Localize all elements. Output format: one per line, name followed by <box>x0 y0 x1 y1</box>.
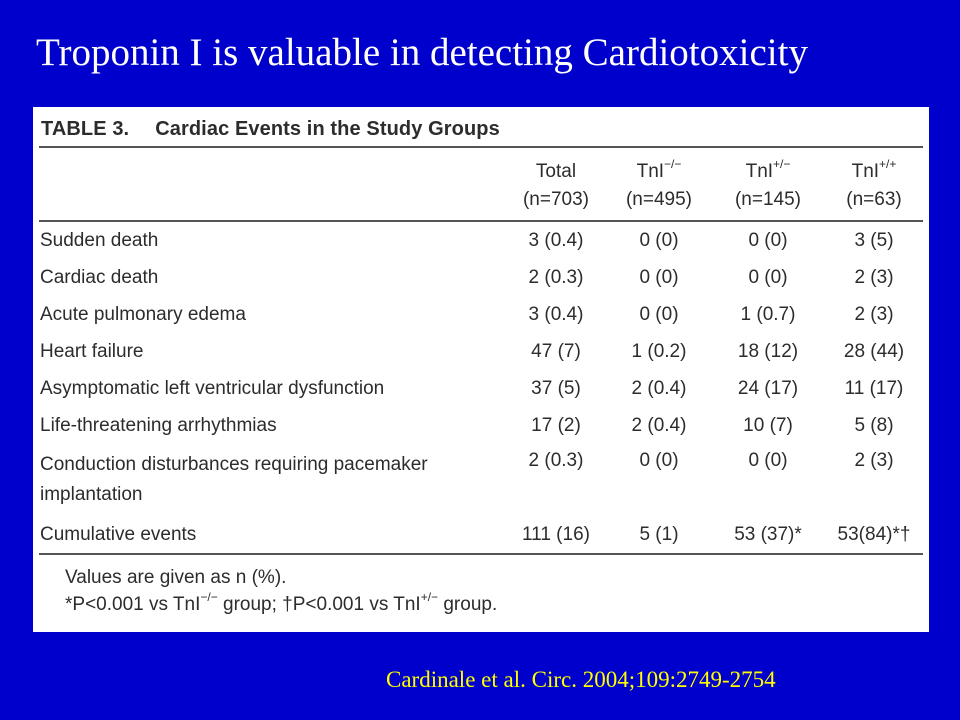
cell-tni-pos-neg: 10 (7) <box>743 414 793 436</box>
header-group-name: TnI <box>745 161 774 182</box>
table-row: Asymptomatic left ventricular dysfunctio… <box>39 370 923 407</box>
cell-tni-neg-neg: 2 (0.4) <box>631 377 687 399</box>
table-row: Cardiac death 2 (0.3) 0 (0) 0 (0) 2 (3) <box>39 259 923 296</box>
header-group-n: (n=703) <box>522 189 590 210</box>
header-group-sup: −/− <box>664 157 682 171</box>
table-header-row: Total (n=703) TnI−/− (n=495) TnI+/− (n=1… <box>39 148 923 222</box>
cell-tni-pos-neg: 0 (0) <box>748 229 788 251</box>
footnote-text: *P<0.001 vs TnI <box>65 594 201 615</box>
table-image-panel: TABLE 3. Cardiac Events in the Study Grou… <box>33 107 929 632</box>
cell-total: 3 (0.4) <box>528 229 584 251</box>
cell-tni-pos-pos: 5 (8) <box>854 414 894 436</box>
table-row: Life-threatening arrhythmias 17 (2) 2 (0… <box>39 407 923 444</box>
cell-tni-pos-neg: 0 (0) <box>748 450 788 471</box>
citation: Cardinale et al. Circ. 2004;109:2749-275… <box>386 667 776 692</box>
header-group-n: (n=145) <box>734 189 802 210</box>
header-group-n: (n=63) <box>846 189 902 210</box>
cardiac-events-table: Total (n=703) TnI−/− (n=495) TnI+/− (n=1… <box>39 148 923 555</box>
header-group-name: Total <box>535 161 577 182</box>
footnote-significance: *P<0.001 vs TnI−/− group; †P<0.001 vs Tn… <box>65 591 923 618</box>
header-cell-tni-pos-neg: TnI+/− (n=145) <box>711 148 825 222</box>
cell-total: 47 (7) <box>531 340 581 362</box>
cell-tni-pos-pos: 2 (3) <box>854 303 894 325</box>
cell-tni-pos-pos: 2 (3) <box>854 450 894 471</box>
header-group-sup: +/+ <box>879 157 897 171</box>
cell-tni-pos-neg: 0 (0) <box>748 266 788 288</box>
cell-tni-neg-neg: 0 (0) <box>639 229 679 251</box>
footnote-sup: −/− <box>200 590 218 604</box>
footnote-text: group. <box>438 594 498 615</box>
header-cell-blank <box>39 148 505 222</box>
row-label: Cardiac death <box>40 266 159 288</box>
row-label: Asymptomatic left ventricular dysfunctio… <box>40 377 385 399</box>
cell-total: 17 (2) <box>531 414 581 436</box>
row-label: Conduction disturbances requiring pacema… <box>40 454 428 505</box>
header-cell-total: Total (n=703) <box>505 148 607 222</box>
cell-total: 2 (0.3) <box>528 450 584 471</box>
table-caption-label: TABLE 3. <box>41 118 130 140</box>
cell-tni-neg-neg: 2 (0.4) <box>631 414 687 436</box>
cell-tni-pos-pos: 2 (3) <box>854 266 894 288</box>
row-label: Cumulative events <box>39 516 505 555</box>
table-caption-text: Cardiac Events in the Study Groups <box>155 118 500 140</box>
table-row: Heart failure 47 (7) 1 (0.2) 18 (12) 28 … <box>39 333 923 370</box>
header-cell-tni-neg-neg: TnI−/− (n=495) <box>607 148 711 222</box>
header-group-n: (n=495) <box>625 189 693 210</box>
cell-tni-pos-neg: 24 (17) <box>737 377 799 399</box>
table-footnotes: Values are given as n (%). *P<0.001 vs T… <box>39 555 923 618</box>
cell-tni-neg-neg: 0 (0) <box>639 266 679 288</box>
cell-tni-neg-neg: 0 (0) <box>639 303 679 325</box>
cell-tni-pos-neg: 1 (0.7) <box>740 303 796 325</box>
cell-tni-neg-neg: 1 (0.2) <box>631 340 687 362</box>
cell-tni-pos-pos: 11 (17) <box>844 377 904 399</box>
header-group-sup: +/− <box>773 157 791 171</box>
cell-total: 2 (0.3) <box>528 266 584 288</box>
footnote-text: group; †P<0.001 vs TnI <box>217 594 421 615</box>
footnote-sup: +/− <box>420 590 439 604</box>
cell-tni-neg-neg: 0 (0) <box>639 450 679 471</box>
cell-total: 111 (16) <box>505 516 607 555</box>
table-row-cumulative: Cumulative events 111 (16) 5 (1) 53 (37)… <box>39 516 923 555</box>
cell-total: 3 (0.4) <box>528 303 584 325</box>
slide-title: Troponin I is valuable in detecting Card… <box>36 31 808 74</box>
table-row: Conduction disturbances requiring pacema… <box>39 444 923 516</box>
row-label: Acute pulmonary edema <box>40 303 246 325</box>
header-group-name: TnI <box>851 161 880 182</box>
row-label: Heart failure <box>40 340 144 362</box>
cell-tni-neg-neg: 5 (1) <box>607 516 711 555</box>
cell-tni-pos-pos: 3 (5) <box>854 229 894 251</box>
cell-total: 37 (5) <box>531 377 581 399</box>
row-label: Sudden death <box>40 229 159 251</box>
table-caption: TABLE 3. Cardiac Events in the Study Grou… <box>39 117 923 148</box>
cell-tni-pos-pos: 53(84)*† <box>825 516 923 555</box>
header-cell-tni-pos-pos: TnI+/+ (n=63) <box>825 148 923 222</box>
table-row: Sudden death 3 (0.4) 0 (0) 0 (0) 3 (5) <box>39 221 923 259</box>
cell-tni-pos-neg: 53 (37)* <box>711 516 825 555</box>
header-group-name: TnI <box>636 161 665 182</box>
cell-tni-pos-pos: 28 (44) <box>843 340 905 362</box>
cell-tni-pos-neg: 18 (12) <box>737 340 799 362</box>
footnote-values: Values are given as n (%). <box>65 567 287 588</box>
row-label: Life-threatening arrhythmias <box>40 414 277 436</box>
table-row: Acute pulmonary edema 3 (0.4) 0 (0) 1 (0… <box>39 296 923 333</box>
